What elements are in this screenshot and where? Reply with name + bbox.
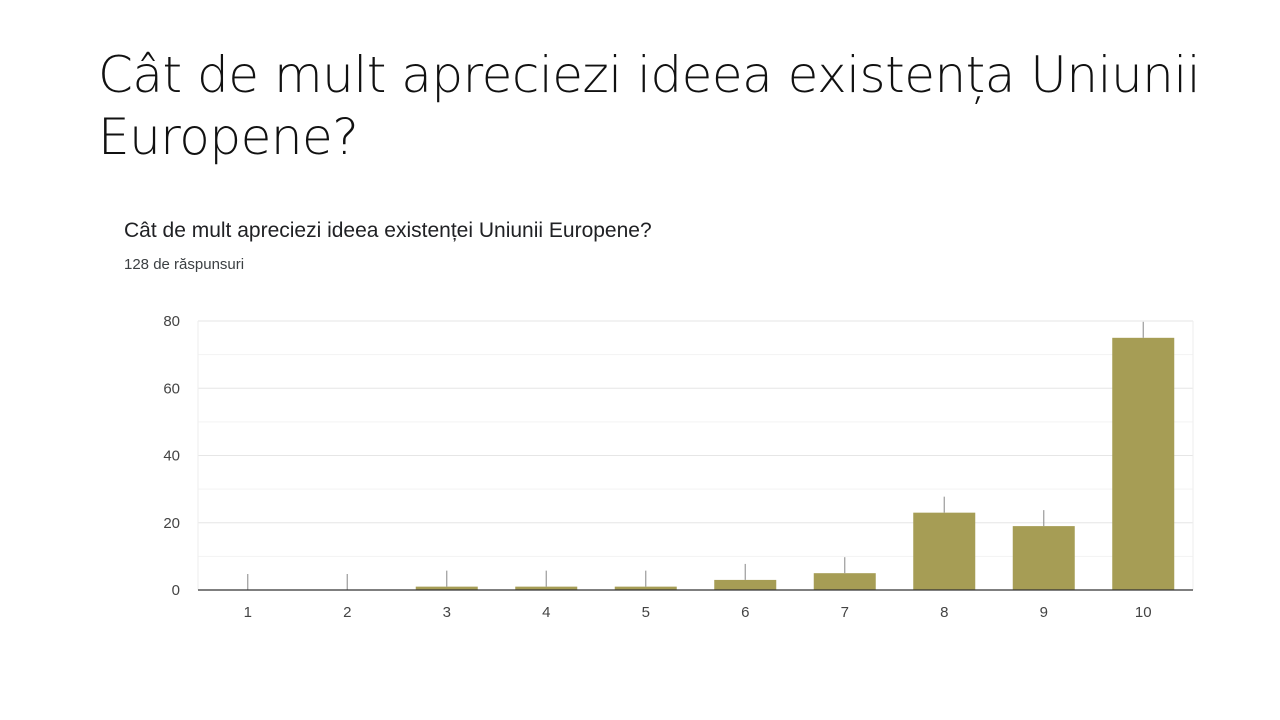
bar-9[interactable] [1012, 526, 1075, 590]
bar-8[interactable] [913, 512, 976, 590]
bar-3[interactable] [415, 586, 478, 590]
chart-title: Cât de mult apreciezi ideea existenței U… [124, 219, 652, 242]
chart-subtitle: 128 de răspunsuri [124, 256, 245, 273]
bar-10[interactable] [1112, 337, 1175, 590]
bar-6[interactable] [714, 579, 777, 590]
y-tick-label: 0 [172, 582, 180, 599]
x-tick-label: 4 [542, 604, 550, 621]
bar-4[interactable] [515, 586, 578, 590]
y-tick-label: 20 [163, 515, 180, 532]
x-tick-label: 2 [343, 604, 351, 621]
y-tick-label: 60 [163, 380, 180, 397]
y-tick-label: 40 [163, 448, 180, 465]
y-tick-label: 80 [163, 313, 180, 330]
bar-5[interactable] [614, 586, 677, 590]
x-tick-label: 9 [1040, 604, 1048, 621]
x-tick-label: 3 [443, 604, 451, 621]
x-tick-label: 7 [841, 604, 849, 621]
x-tick-label: 6 [741, 604, 749, 621]
slide-title: Cât de mult apreciezi ideea existența Un… [98, 46, 1201, 166]
x-tick-label: 1 [244, 604, 252, 621]
x-tick-label: 8 [940, 604, 948, 621]
x-tick-label: 10 [1135, 604, 1152, 621]
x-tick-label: 5 [642, 604, 650, 621]
bar-7[interactable] [813, 573, 876, 590]
